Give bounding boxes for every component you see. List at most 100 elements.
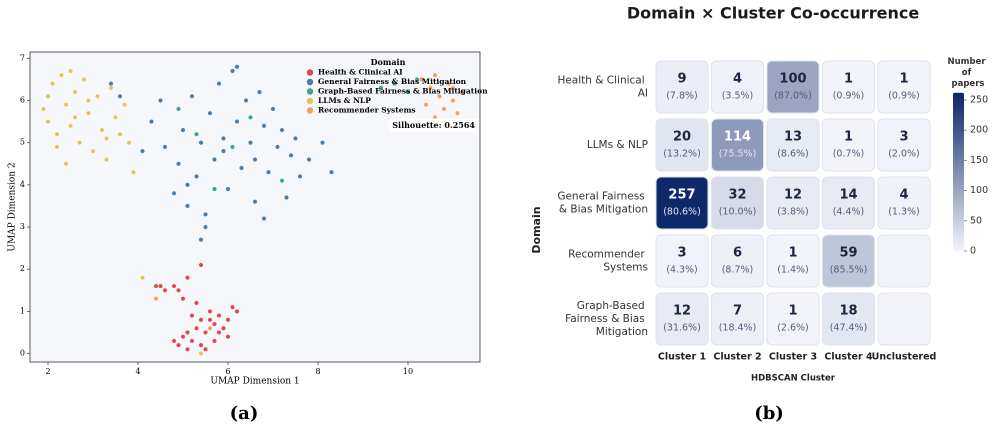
point — [459, 89, 465, 95]
cell-value: 4 — [899, 188, 908, 203]
cell — [655, 292, 709, 346]
column-label: Unclustered — [872, 352, 937, 363]
point — [284, 195, 289, 200]
point — [203, 224, 208, 230]
column-label: Cluster 3 — [769, 352, 817, 363]
cell-value: 20 — [673, 130, 691, 145]
point — [405, 89, 411, 95]
cell — [655, 118, 709, 172]
cell — [822, 292, 875, 346]
point — [216, 81, 222, 86]
point — [221, 136, 226, 141]
point — [171, 338, 177, 344]
cell-label: (8.7%) — [722, 265, 754, 276]
point — [99, 127, 105, 133]
legend-label: LLMs & NLP — [318, 96, 371, 105]
cell-label: (31.6%) — [663, 323, 701, 334]
cell-value: 59 — [839, 246, 857, 261]
point — [41, 106, 46, 112]
cell-value: 12 — [673, 304, 691, 319]
point — [50, 81, 55, 86]
point — [198, 317, 204, 323]
point — [270, 106, 276, 112]
point — [176, 342, 181, 348]
point — [243, 98, 249, 103]
point — [185, 182, 190, 188]
colorbar-tick-label: 50 — [970, 215, 982, 226]
cell-value: 1 — [788, 304, 797, 319]
point — [261, 123, 267, 129]
cell — [766, 176, 820, 230]
cell-value: 9 — [677, 72, 686, 87]
point — [230, 68, 235, 74]
point — [185, 203, 190, 209]
cell-value: 114 — [724, 130, 751, 145]
point — [108, 85, 114, 91]
colorbar — [953, 92, 964, 251]
cell-label: (3.5%) — [722, 91, 754, 102]
y-tick-label: 6 — [20, 96, 25, 105]
row-label: Recommender Systems — [568, 249, 648, 274]
point — [252, 157, 258, 162]
point — [419, 77, 424, 82]
point — [306, 157, 312, 162]
point — [117, 131, 123, 137]
point — [198, 237, 204, 243]
cell-label: (75.5%) — [719, 149, 757, 160]
colorbar-tick-label: 250 — [970, 95, 988, 106]
legend-marker — [306, 107, 314, 114]
point — [90, 148, 96, 154]
point — [153, 283, 159, 289]
cell — [766, 118, 820, 172]
x-axis-label: HDBSCAN Cluster — [751, 374, 836, 384]
point — [189, 313, 195, 318]
legend-marker — [306, 97, 314, 105]
y-tick-label: 0 — [20, 349, 25, 358]
y-tick-label: 3 — [20, 222, 25, 231]
legend-marker — [306, 69, 314, 76]
cell-value: 3 — [899, 130, 908, 145]
plot-area — [29, 51, 481, 363]
point — [113, 115, 118, 120]
cell-value: 13 — [784, 130, 802, 145]
point — [140, 275, 145, 280]
point — [72, 115, 78, 120]
point — [126, 140, 132, 146]
point — [392, 81, 397, 86]
y-tick-label: 7 — [20, 53, 25, 62]
y-tick-label: 1 — [20, 306, 25, 315]
cell-label: (2.6%) — [777, 323, 809, 334]
y-tick-label: 2 — [20, 264, 25, 273]
point — [162, 287, 168, 293]
cell — [822, 234, 875, 288]
x-tick-label: 8 — [315, 367, 320, 376]
point — [194, 174, 199, 179]
x-tick-label: 4 — [135, 367, 140, 376]
point — [450, 98, 456, 103]
row-label: LLMs & NLP — [587, 139, 648, 151]
point — [140, 148, 145, 154]
column-label: Cluster 1 — [658, 352, 706, 363]
colorbar-tick-label: 150 — [970, 155, 988, 166]
point — [446, 81, 451, 86]
cell-value: 1 — [844, 130, 853, 145]
point — [54, 131, 60, 137]
colorbar-tick-label: 100 — [970, 185, 988, 196]
point — [63, 161, 69, 167]
point — [279, 127, 285, 133]
point — [180, 127, 186, 133]
cell — [822, 60, 875, 114]
point — [198, 262, 204, 268]
x-tick-label: 10 — [403, 367, 413, 376]
legend-marker — [306, 88, 314, 95]
point — [230, 304, 235, 310]
point — [437, 93, 442, 99]
cell-value: 100 — [779, 72, 806, 87]
point — [176, 287, 181, 293]
point — [131, 169, 136, 175]
cell-label: (7.8%) — [666, 91, 698, 102]
cell-value: 6 — [733, 246, 742, 261]
row-label: General Fairness & Bias Mitigation — [557, 191, 648, 216]
cell-value: 257 — [668, 188, 695, 203]
panel-label: (b) — [754, 403, 784, 424]
